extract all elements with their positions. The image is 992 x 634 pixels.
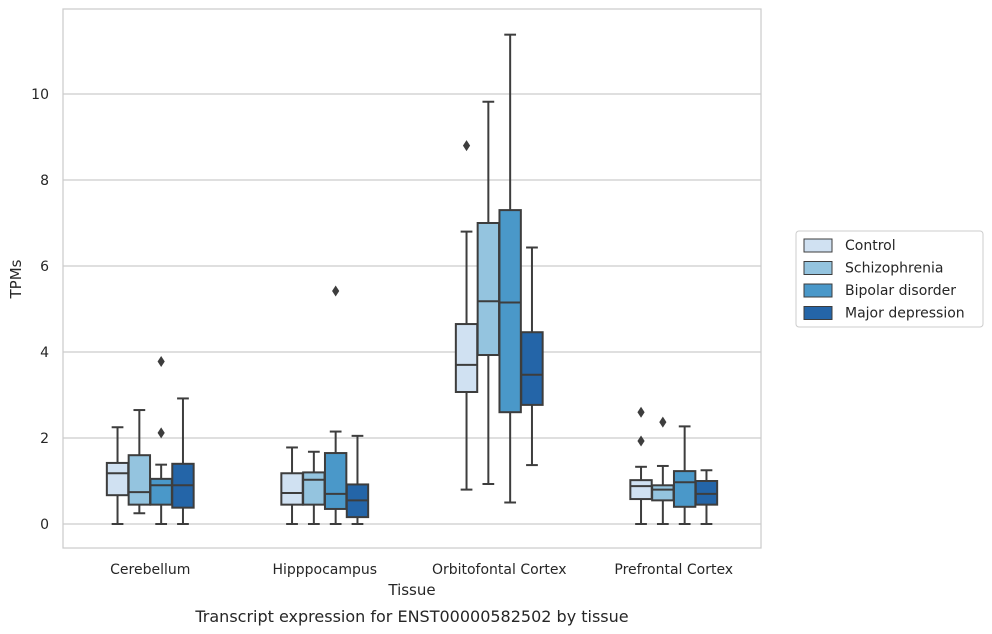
box-control [454, 140, 479, 491]
y-tick-label: 2 [40, 431, 49, 447]
y-tick-labels: 0 2 4 6 8 10 [31, 87, 49, 533]
box-bipolar-disorder [323, 285, 348, 525]
y-tick-label: 6 [40, 259, 49, 275]
box-body [694, 480, 719, 506]
plot-frame [62, 8, 762, 549]
outlier-point [637, 435, 645, 447]
legend-label: Schizophrenia [845, 261, 943, 277]
box-schizophrenia [476, 100, 501, 486]
box-body [323, 452, 348, 510]
legend-swatch [803, 306, 833, 320]
x-tick-labels: Cerebellum Hipppocampus Orbitofontal Corte… [110, 562, 733, 578]
legend-frame [795, 230, 984, 328]
legend-label: Control [845, 238, 896, 254]
legend-swatch [803, 283, 833, 298]
box-schizophrenia [302, 450, 326, 525]
outlier-point [332, 285, 340, 297]
outlier-point [659, 416, 667, 428]
y-tick-label: 8 [40, 173, 49, 189]
box-body [105, 461, 130, 497]
x-tick-label: Hipppocampus [272, 562, 377, 578]
box-control [280, 446, 304, 525]
legend: Control Schizophrenia Bipolar disorder Majo… [795, 230, 984, 328]
outlier-point [637, 406, 645, 418]
box-major-depression [171, 397, 195, 525]
box-control [629, 406, 653, 525]
legend-label: Major depression [845, 306, 965, 322]
legend-label: Bipolar disorder [845, 283, 956, 299]
box-major-depression [520, 246, 544, 467]
box-schizophrenia [651, 416, 675, 525]
box-bipolar-disorder [149, 355, 173, 525]
y-axis-label: TPMs [7, 259, 25, 299]
x-tick-label: Cerebellum [110, 562, 190, 578]
x-axis-label: Tissue [387, 581, 435, 599]
box-body [520, 331, 544, 406]
outlier-point [157, 427, 165, 439]
box-body [454, 323, 479, 393]
box-plot-marks [105, 33, 719, 525]
y-tick-label: 0 [40, 517, 49, 533]
box-schizophrenia [127, 409, 152, 515]
box-body [127, 454, 152, 506]
legend-swatch [803, 238, 833, 253]
box-body [302, 471, 326, 506]
y-tick-label: 10 [31, 87, 49, 103]
box-major-depression [345, 434, 370, 525]
box-body [651, 484, 675, 502]
box-control [105, 426, 130, 525]
box-bipolar-disorder [672, 425, 697, 525]
x-tick-label: Orbitofontal Cortex [432, 562, 567, 578]
legend-swatch [803, 261, 833, 275]
outlier-point [157, 355, 165, 367]
outlier-point [462, 140, 471, 152]
box-body [476, 222, 501, 357]
box-body [629, 479, 653, 501]
box-body [149, 477, 173, 506]
box-body [280, 472, 304, 506]
x-tick-label: Prefrontal Cortex [614, 562, 733, 578]
box-major-depression [694, 469, 719, 525]
y-tick-label: 4 [40, 345, 49, 361]
y-gridlines [63, 93, 761, 525]
box-bipolar-disorder [498, 33, 522, 504]
box-body [672, 470, 697, 508]
box-body [498, 209, 522, 414]
chart-caption: Transcript expression for ENST0000058250… [194, 607, 628, 626]
